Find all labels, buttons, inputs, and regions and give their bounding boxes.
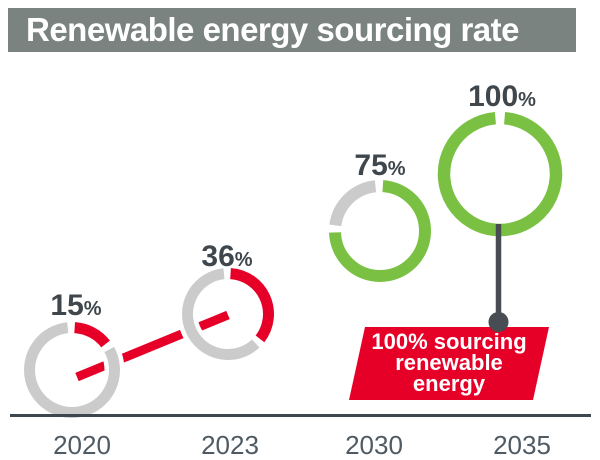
x-tick-2020: 2020: [53, 430, 111, 460]
percent-sign: %: [387, 158, 406, 180]
value-number: 36: [201, 240, 235, 273]
annotation-label: 100% sourcing renewable energy: [354, 329, 544, 396]
title-bar: Renewable energy sourcing rate: [8, 8, 576, 52]
page-title: Renewable energy sourcing rate: [26, 11, 520, 48]
x-axis-line: [10, 414, 591, 417]
x-tick-2023: 2023: [201, 430, 259, 460]
trend-line: [75, 310, 230, 382]
value-number: 15: [50, 289, 84, 322]
x-tick-2035: 2035: [493, 430, 551, 460]
donut-2023: [177, 263, 279, 365]
percent-sign: %: [518, 89, 536, 111]
annotation-connector-dot: [488, 312, 509, 332]
value-number: 75: [354, 149, 388, 182]
annotation-shape: [349, 327, 549, 400]
annotation-line: 100% sourcing: [371, 329, 527, 354]
value-number: 100: [468, 80, 519, 113]
donut-2020: [19, 317, 125, 423]
annotation-line: energy: [412, 371, 486, 396]
percent-sign: %: [234, 249, 253, 271]
percent-sign: %: [83, 298, 102, 320]
annotation-line: renewable: [395, 350, 503, 375]
donut-2035: [433, 107, 567, 241]
value-label-2035: 100%: [468, 82, 536, 112]
value-label-2020: 15%: [50, 291, 101, 321]
value-label-2030: 75%: [354, 151, 405, 181]
x-tick-2030: 2030: [345, 430, 403, 460]
value-label-2023: 36%: [201, 242, 252, 272]
donut-2030: [324, 175, 436, 287]
